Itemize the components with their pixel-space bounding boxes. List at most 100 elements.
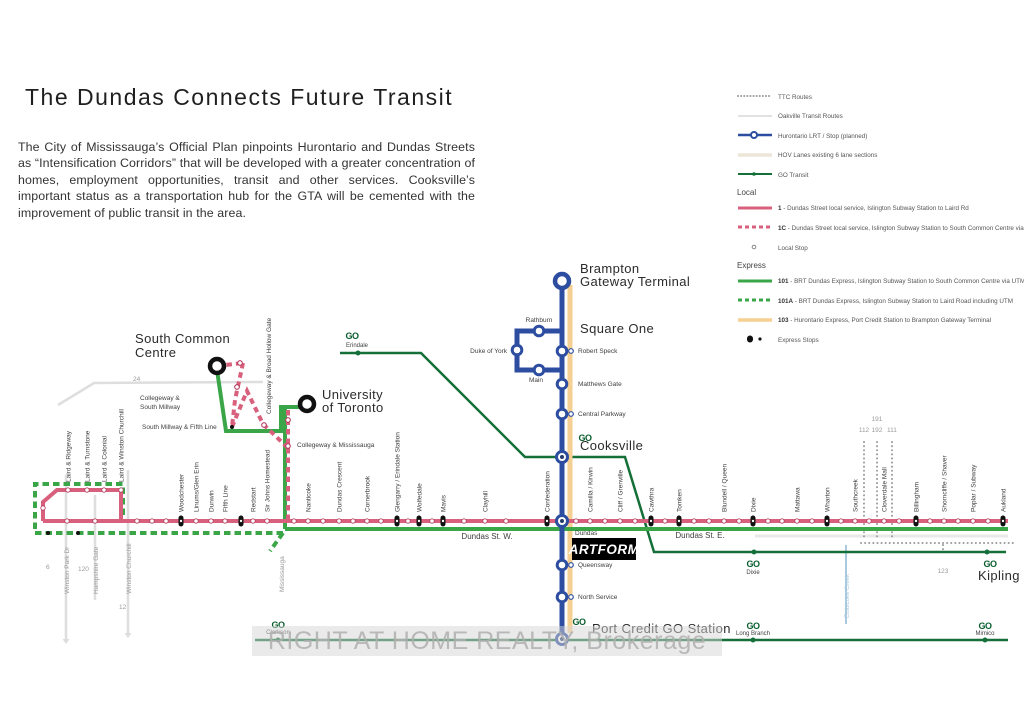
lrt-label-rathburn: Rathburn (526, 317, 553, 324)
route-route-101-utm (215, 369, 301, 433)
legend: TTC Routes Oakville Transit Routes Huronta… (737, 88, 1024, 351)
route-go-milton-line (340, 351, 1006, 554)
go-station-dot-mimico (982, 637, 988, 643)
label-collegeway: Collegeway & (140, 395, 180, 402)
station-local-dundas-crescent (336, 518, 342, 524)
station-express-dot-billingham (914, 519, 918, 523)
intro-paragraph: The City of Mississauga’s Official Plan … (18, 140, 475, 220)
legend-label: Hurontario LRT / Stop (planned) (778, 132, 868, 140)
go-station-dot-kipling (984, 549, 990, 555)
station-local-unnamed (573, 518, 579, 524)
legend-swatch-lrt (737, 127, 773, 145)
label-192: 192 (872, 427, 883, 434)
station-local-fifth-line (222, 518, 228, 524)
lrt-label-north-service: North Service (578, 594, 618, 601)
legend-label: Local Stop (778, 244, 808, 252)
legend-swatch-green-dash (737, 292, 773, 310)
swatch-local-stop (751, 244, 757, 250)
station-local-unnamed (632, 518, 638, 524)
station-local-unnamed (866, 518, 872, 524)
legend-row-express-stops: Express Stops (737, 331, 1022, 349)
lrt-label-robert-speck: Robert Speck (578, 348, 618, 355)
label-12: 12 (119, 604, 127, 611)
label-191: 191 (872, 416, 883, 423)
route-road-24 (57, 380, 264, 407)
station-label-laird-turnstone: Laird & Turnstone (85, 430, 92, 482)
station-local-camilla-kirwin (587, 518, 593, 524)
station-local-laird-turnstone (84, 487, 90, 493)
road-arrow (124, 633, 132, 638)
lrt-stop-rathburn (532, 324, 546, 338)
station-local-laird-winston-churchill (118, 487, 124, 493)
local-stop-open (237, 360, 243, 366)
station-label-laird-winston-churchill: Laird & Winston Churchill (119, 408, 126, 482)
legend-swatch-pink-icon (738, 206, 772, 210)
swatch-stop (750, 131, 758, 140)
label-112: 112 (859, 427, 870, 434)
go-station-label-dixie: Dixie (746, 570, 760, 576)
station-local-unnamed (429, 518, 435, 524)
legend-swatch-express-stop-icon (747, 335, 762, 343)
legend-swatch-oakville (737, 108, 773, 126)
university-of-toronto-station (297, 394, 317, 414)
station-local-nanticoke (305, 518, 311, 524)
station-label-camilla-kirwin: Camilla / Kirwin (588, 467, 595, 512)
station-express-dot-cawthra (649, 519, 653, 523)
label-hampshire-gate: Hampshire Gate (93, 546, 100, 594)
legend-heading-local: Local (737, 188, 757, 198)
station-label-aukland: Aukland (1001, 488, 1008, 512)
label-dundas-st-w: Dundas St. W. (461, 532, 512, 541)
station-local-poplar-subway (970, 518, 976, 524)
legend-swatch-yellow (737, 312, 773, 330)
route-route-1-laird-loop (41, 488, 123, 521)
road-arrow (62, 639, 70, 644)
legend-swatch-hov-icon (738, 153, 772, 157)
go-transit-logo-cooksville: GO (578, 433, 592, 443)
station-local-unnamed (765, 518, 771, 524)
label-centre: Centre (135, 345, 176, 360)
legend-swatch-green-icon (738, 279, 772, 283)
route-stop-dot (46, 531, 50, 535)
legend-label: TTC Routes (778, 93, 812, 101)
station-label-glengarry-erindale-station: Glengarry / Erindale Station (395, 432, 402, 512)
legend-heading-express: Express (737, 261, 766, 271)
lrt-stop-north-service (555, 590, 569, 604)
label-brampton: Brampton (580, 261, 640, 276)
label-kipling: Kipling (978, 568, 1020, 583)
legend-label: 101A - BRT Dundas Express, Islington Sub… (778, 297, 1013, 305)
station-label-clayhill: Clayhill (483, 490, 490, 512)
label-120: 120 (78, 566, 89, 573)
station-express-dot-dixie (751, 519, 755, 523)
route-stop-dot (230, 425, 234, 429)
route-route-1c-dashed-b (230, 362, 245, 428)
legend-swatch-ttc (737, 88, 773, 106)
legend-row-103: 103 - Hurontario Express, Port Credit St… (737, 312, 1022, 330)
swatch-dot (758, 337, 762, 341)
local-stop-open (234, 384, 240, 390)
station-local-unnamed (405, 518, 411, 524)
station-express-dot-confederation (545, 519, 549, 523)
legend-row-hurontario-lrt-stop-planned: Hurontario LRT / Stop (planned) (737, 127, 1022, 145)
station-local-unnamed (779, 518, 785, 524)
artform-logo: ARTFORM (569, 538, 639, 560)
station-local-unnamed (503, 518, 509, 524)
station-label-mavis: Mavis (441, 494, 448, 512)
legend-route-number: 103 (778, 317, 789, 325)
station-local-laird-ridgeway (65, 487, 71, 493)
station-local-unnamed (40, 505, 46, 511)
label-123: 123 (938, 568, 949, 575)
go-station-label-long-branch: Long Branch (736, 631, 770, 637)
label-cooksville: Cooksville (580, 438, 643, 453)
label-winston-park-dr: Winston Park Dr (64, 546, 71, 594)
legend-swatch-green (737, 273, 773, 291)
station-local-unnamed (955, 518, 961, 524)
legend-route-number: 101A (778, 297, 794, 305)
station-local-unnamed (134, 518, 140, 524)
lrt-stop-main (532, 363, 546, 377)
station-express-dot-wharton (825, 519, 829, 523)
watermark: RIGHT AT HOME REALTY, Brokerage (252, 626, 722, 656)
legend-row-ttc-routes: TTC Routes (737, 88, 1022, 106)
label-gateway-terminal: Gateway Terminal (580, 274, 690, 289)
south-common-centre-station (207, 356, 227, 376)
label-6: 6 (46, 564, 50, 571)
